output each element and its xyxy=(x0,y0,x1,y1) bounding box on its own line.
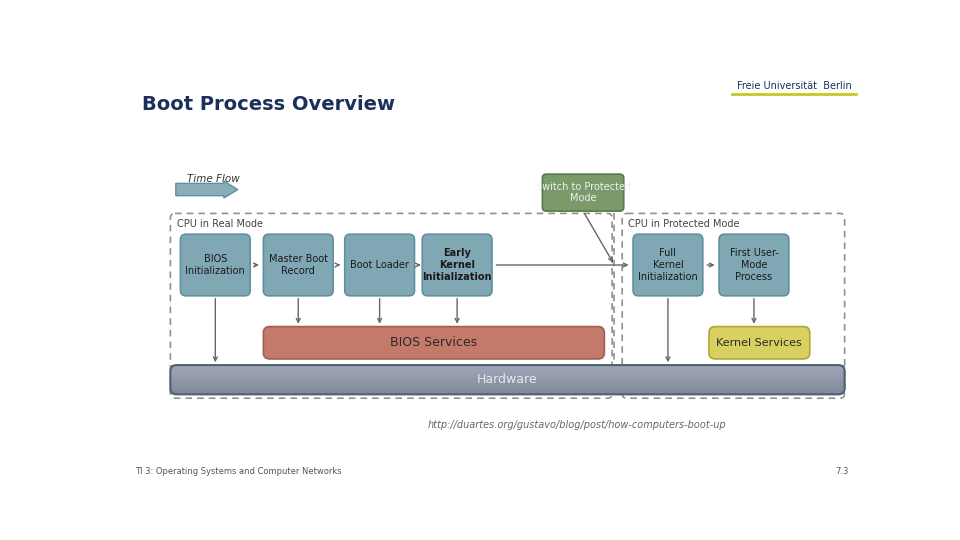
Bar xyxy=(170,383,845,384)
Bar xyxy=(170,380,845,381)
Bar xyxy=(170,392,845,393)
Text: Boot Process Overview: Boot Process Overview xyxy=(142,96,395,114)
Bar xyxy=(170,369,845,370)
Text: Master Boot
Record: Master Boot Record xyxy=(269,254,327,276)
Text: TI 3: Operating Systems and Computer Networks: TI 3: Operating Systems and Computer Net… xyxy=(135,467,342,476)
Bar xyxy=(170,387,845,388)
FancyBboxPatch shape xyxy=(719,234,789,296)
Bar xyxy=(170,390,845,391)
Bar xyxy=(170,381,845,382)
Text: Kernel Services: Kernel Services xyxy=(716,338,803,348)
Bar xyxy=(170,384,845,386)
FancyBboxPatch shape xyxy=(263,234,333,296)
Text: Full
Kernel
Initialization: Full Kernel Initialization xyxy=(638,248,698,281)
Text: Freie Universität  Berlin: Freie Universität Berlin xyxy=(737,82,852,91)
Text: Hardware: Hardware xyxy=(477,373,538,386)
Text: First User-
Mode
Process: First User- Mode Process xyxy=(730,248,779,281)
FancyBboxPatch shape xyxy=(422,234,492,296)
Text: Switch to Protected
Mode: Switch to Protected Mode xyxy=(536,182,631,204)
Bar xyxy=(170,365,845,366)
Bar xyxy=(170,379,845,380)
Text: 7.3: 7.3 xyxy=(835,467,849,476)
Bar xyxy=(170,371,845,372)
Bar xyxy=(170,377,845,378)
Bar xyxy=(170,367,845,368)
Bar xyxy=(170,375,845,376)
FancyBboxPatch shape xyxy=(263,327,605,359)
Bar xyxy=(170,366,845,367)
FancyBboxPatch shape xyxy=(633,234,703,296)
Text: BIOS Services: BIOS Services xyxy=(391,336,477,349)
FancyBboxPatch shape xyxy=(345,234,415,296)
FancyBboxPatch shape xyxy=(709,327,809,359)
Bar xyxy=(170,389,845,390)
Bar xyxy=(170,382,845,383)
Bar xyxy=(170,393,845,394)
Bar xyxy=(170,386,845,387)
FancyBboxPatch shape xyxy=(542,174,624,211)
Text: BIOS
Initialization: BIOS Initialization xyxy=(185,254,245,276)
Text: Time Flow: Time Flow xyxy=(186,174,239,184)
Bar xyxy=(170,374,845,375)
Text: Boot Loader: Boot Loader xyxy=(350,260,409,270)
FancyBboxPatch shape xyxy=(180,234,251,296)
FancyArrow shape xyxy=(176,181,238,198)
Text: CPU in Protected Mode: CPU in Protected Mode xyxy=(629,219,740,229)
Text: CPU in Real Mode: CPU in Real Mode xyxy=(177,219,263,229)
Bar xyxy=(170,388,845,389)
Bar xyxy=(170,370,845,371)
Text: Early
Kernel
Initialization: Early Kernel Initialization xyxy=(422,248,492,281)
Bar xyxy=(170,372,845,373)
Bar xyxy=(170,378,845,379)
Bar xyxy=(170,376,845,377)
Bar xyxy=(170,373,845,374)
Bar xyxy=(170,368,845,369)
Text: http://duartes.org/gustavo/blog/post/how-computers-boot-up: http://duartes.org/gustavo/blog/post/how… xyxy=(428,420,727,430)
